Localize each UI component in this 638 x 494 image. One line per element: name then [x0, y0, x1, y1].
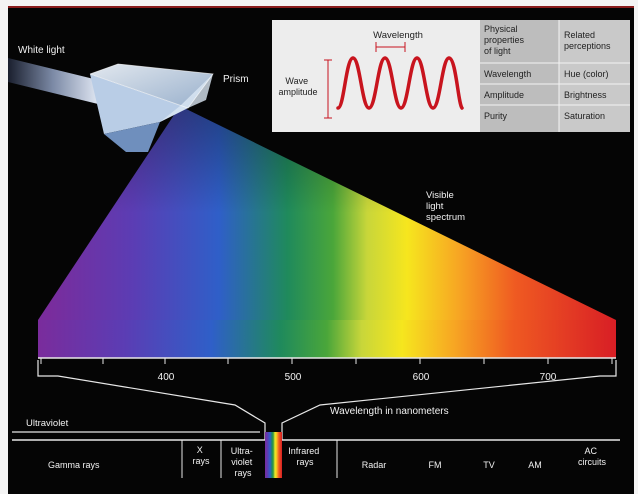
nm-tick-label: 500 — [285, 372, 302, 383]
prism — [89, 63, 214, 152]
visible-spectrum-figure: 400 500 600 700 Ultraviolet Wavelength i… — [8, 6, 634, 494]
white-light-label: White light — [18, 45, 65, 56]
white-light-beam — [8, 58, 98, 104]
fm-label: FM — [429, 460, 442, 470]
wavelength-label: Wavelength — [373, 30, 423, 41]
light-fan-shade — [38, 106, 616, 320]
ultraviolet-label: Ultraviolet — [26, 418, 69, 429]
table-header-physical: Physical properties of light — [484, 24, 527, 56]
wave-amplitude-label: Wave amplitude — [278, 76, 317, 97]
ultraviolet-rays-label: Ultra- violet rays — [231, 446, 256, 478]
table-header-perceptions: Related perceptions — [564, 30, 611, 51]
table-cell-property: Amplitude — [484, 90, 524, 100]
wave-panel: Wavelength Wave amplitude — [272, 20, 480, 132]
wavelength-caption: Wavelength in nanometers — [330, 406, 449, 417]
nm-tick-label: 700 — [540, 372, 557, 383]
gamma-rays-label: Gamma rays — [48, 460, 100, 470]
ac-circuits-label: AC circuits — [578, 446, 607, 467]
nm-tick-label: 400 — [158, 372, 175, 383]
infrared-rays-label: Infrared rays — [288, 446, 322, 467]
spectrum-bar — [38, 320, 616, 358]
sine-wave — [336, 56, 464, 110]
wavelength-arrow — [375, 42, 406, 52]
visible-slot — [265, 432, 282, 478]
nm-tick-marks — [40, 358, 613, 364]
prism-label: Prism — [223, 74, 249, 85]
am-label: AM — [528, 460, 542, 470]
properties-table: Physical properties of light Related per… — [480, 20, 630, 132]
tv-label: TV — [483, 460, 495, 470]
table-cell-property: Wavelength — [484, 69, 531, 79]
table-cell-property: Purity — [484, 111, 508, 121]
amplitude-arrow — [324, 59, 332, 119]
table-cell-perception: Brightness — [564, 90, 607, 100]
spectrum-diagram: 400 500 600 700 Ultraviolet Wavelength i… — [8, 20, 630, 478]
table-cell-perception: Hue (color) — [564, 69, 609, 79]
funnel-line-left — [37, 360, 266, 440]
x-rays-label: X rays — [192, 445, 210, 466]
nm-tick-label: 600 — [413, 372, 430, 383]
visible-spectrum-label: Visible light spectrum — [426, 190, 465, 223]
table-cell-perception: Saturation — [564, 111, 605, 121]
radar-label: Radar — [362, 460, 387, 470]
funnel-line-right — [281, 360, 617, 440]
